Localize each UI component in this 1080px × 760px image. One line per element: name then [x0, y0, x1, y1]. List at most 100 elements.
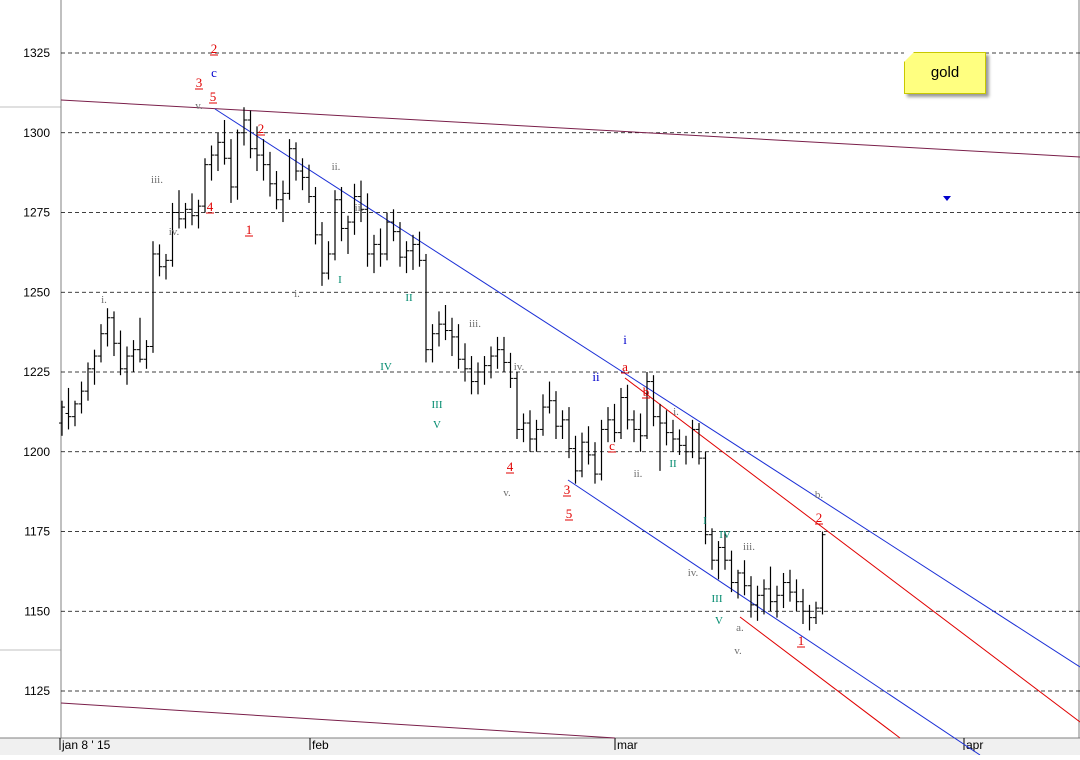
price-bar	[228, 139, 234, 203]
wave-label: b.	[815, 489, 824, 501]
price-bar	[423, 253, 429, 363]
price-bar	[273, 171, 280, 210]
price-bar	[754, 585, 761, 621]
wave-label: iii.	[151, 174, 163, 186]
channel-mid-line-2	[739, 616, 901, 739]
price-bar	[293, 142, 299, 181]
price-bar	[436, 311, 442, 347]
wave-label: ii.	[332, 161, 341, 173]
wave-label: a.	[736, 622, 744, 634]
price-bar	[306, 164, 312, 203]
price-bar	[325, 241, 332, 280]
wave-label: ii	[592, 369, 600, 384]
y-axis-panel	[0, 0, 61, 755]
price-bar	[241, 107, 247, 146]
price-bar	[202, 158, 208, 213]
price-bar	[657, 403, 663, 471]
channel-lower-line	[567, 479, 981, 756]
price-bar	[137, 317, 143, 363]
wave-label: II	[405, 292, 413, 304]
y-tick-label: 1325	[23, 46, 50, 60]
wave-label: 1	[246, 222, 253, 237]
wave-label: I	[338, 274, 342, 286]
price-bar	[260, 139, 267, 181]
wave-label: iii.	[743, 541, 755, 553]
price-bar	[527, 410, 533, 452]
price-bar	[390, 209, 397, 242]
wave-label: 4	[207, 199, 214, 214]
price-bar	[748, 576, 754, 618]
price-bar	[416, 231, 423, 267]
wave-label: IV	[380, 361, 392, 373]
y-tick-label: 1250	[23, 285, 50, 299]
price-bar	[59, 400, 65, 436]
price-bar	[85, 362, 91, 401]
price-bar	[286, 139, 293, 200]
price-bar	[280, 180, 286, 223]
price-bar	[351, 183, 358, 235]
wave-label: 2	[258, 121, 265, 136]
channel-mid-line-1	[624, 377, 1080, 723]
support-trendline	[60, 702, 616, 739]
price-bar	[481, 356, 488, 385]
y-tick-label: 1225	[23, 365, 50, 379]
price-bar	[403, 241, 410, 274]
price-bar	[455, 324, 462, 369]
price-bar	[540, 394, 546, 436]
price-bar	[598, 419, 605, 481]
price-bar	[624, 384, 631, 430]
price-bar	[98, 324, 104, 363]
price-bar	[559, 410, 566, 439]
wave-label: iv.	[169, 226, 180, 238]
wave-label: b	[643, 384, 650, 399]
alert-marker-icon	[943, 196, 951, 201]
price-bar	[585, 426, 592, 465]
price-bar	[683, 435, 689, 465]
price-bar	[761, 579, 767, 615]
price-bar	[163, 253, 169, 280]
price-bar	[618, 387, 624, 439]
wave-label: a	[622, 359, 628, 374]
price-bar	[156, 244, 163, 277]
price-bar	[631, 410, 637, 443]
price-bar	[104, 308, 111, 347]
price-bar	[221, 119, 228, 165]
wave-label: i.	[101, 294, 107, 306]
wave-label: 2	[816, 510, 823, 525]
price-bar	[605, 407, 611, 443]
note-fold-corner	[904, 52, 914, 62]
wave-label: 2	[211, 41, 218, 56]
wave-label: v.	[503, 487, 511, 499]
price-bar	[715, 541, 722, 580]
price-bar	[111, 311, 117, 357]
price-bar	[611, 403, 618, 443]
price-bar	[650, 375, 657, 427]
price-bar	[696, 423, 702, 465]
price-bar	[501, 336, 507, 372]
price-bar	[566, 407, 572, 459]
wave-label: III	[432, 399, 443, 411]
wave-label: III	[712, 593, 723, 605]
wave-label: 3	[196, 75, 203, 90]
wave-label: IV	[719, 529, 731, 541]
price-bar	[195, 199, 202, 229]
price-bar	[709, 528, 715, 570]
price-bar	[130, 340, 137, 372]
price-bar	[774, 585, 780, 618]
wave-label: 3	[564, 482, 571, 497]
wave-label: i.	[294, 288, 300, 300]
wave-label: II	[669, 458, 677, 470]
instrument-note[interactable]: gold	[904, 52, 986, 94]
price-bar	[169, 202, 176, 267]
price-bar	[176, 190, 182, 229]
price-bar	[735, 569, 741, 599]
price-bar	[189, 193, 195, 226]
wave-label: 5	[566, 506, 573, 521]
wave-label: iv.	[688, 567, 699, 579]
price-bar	[319, 222, 325, 286]
price-bar	[806, 604, 813, 631]
price-bar	[553, 391, 559, 439]
price-bar	[787, 569, 793, 602]
